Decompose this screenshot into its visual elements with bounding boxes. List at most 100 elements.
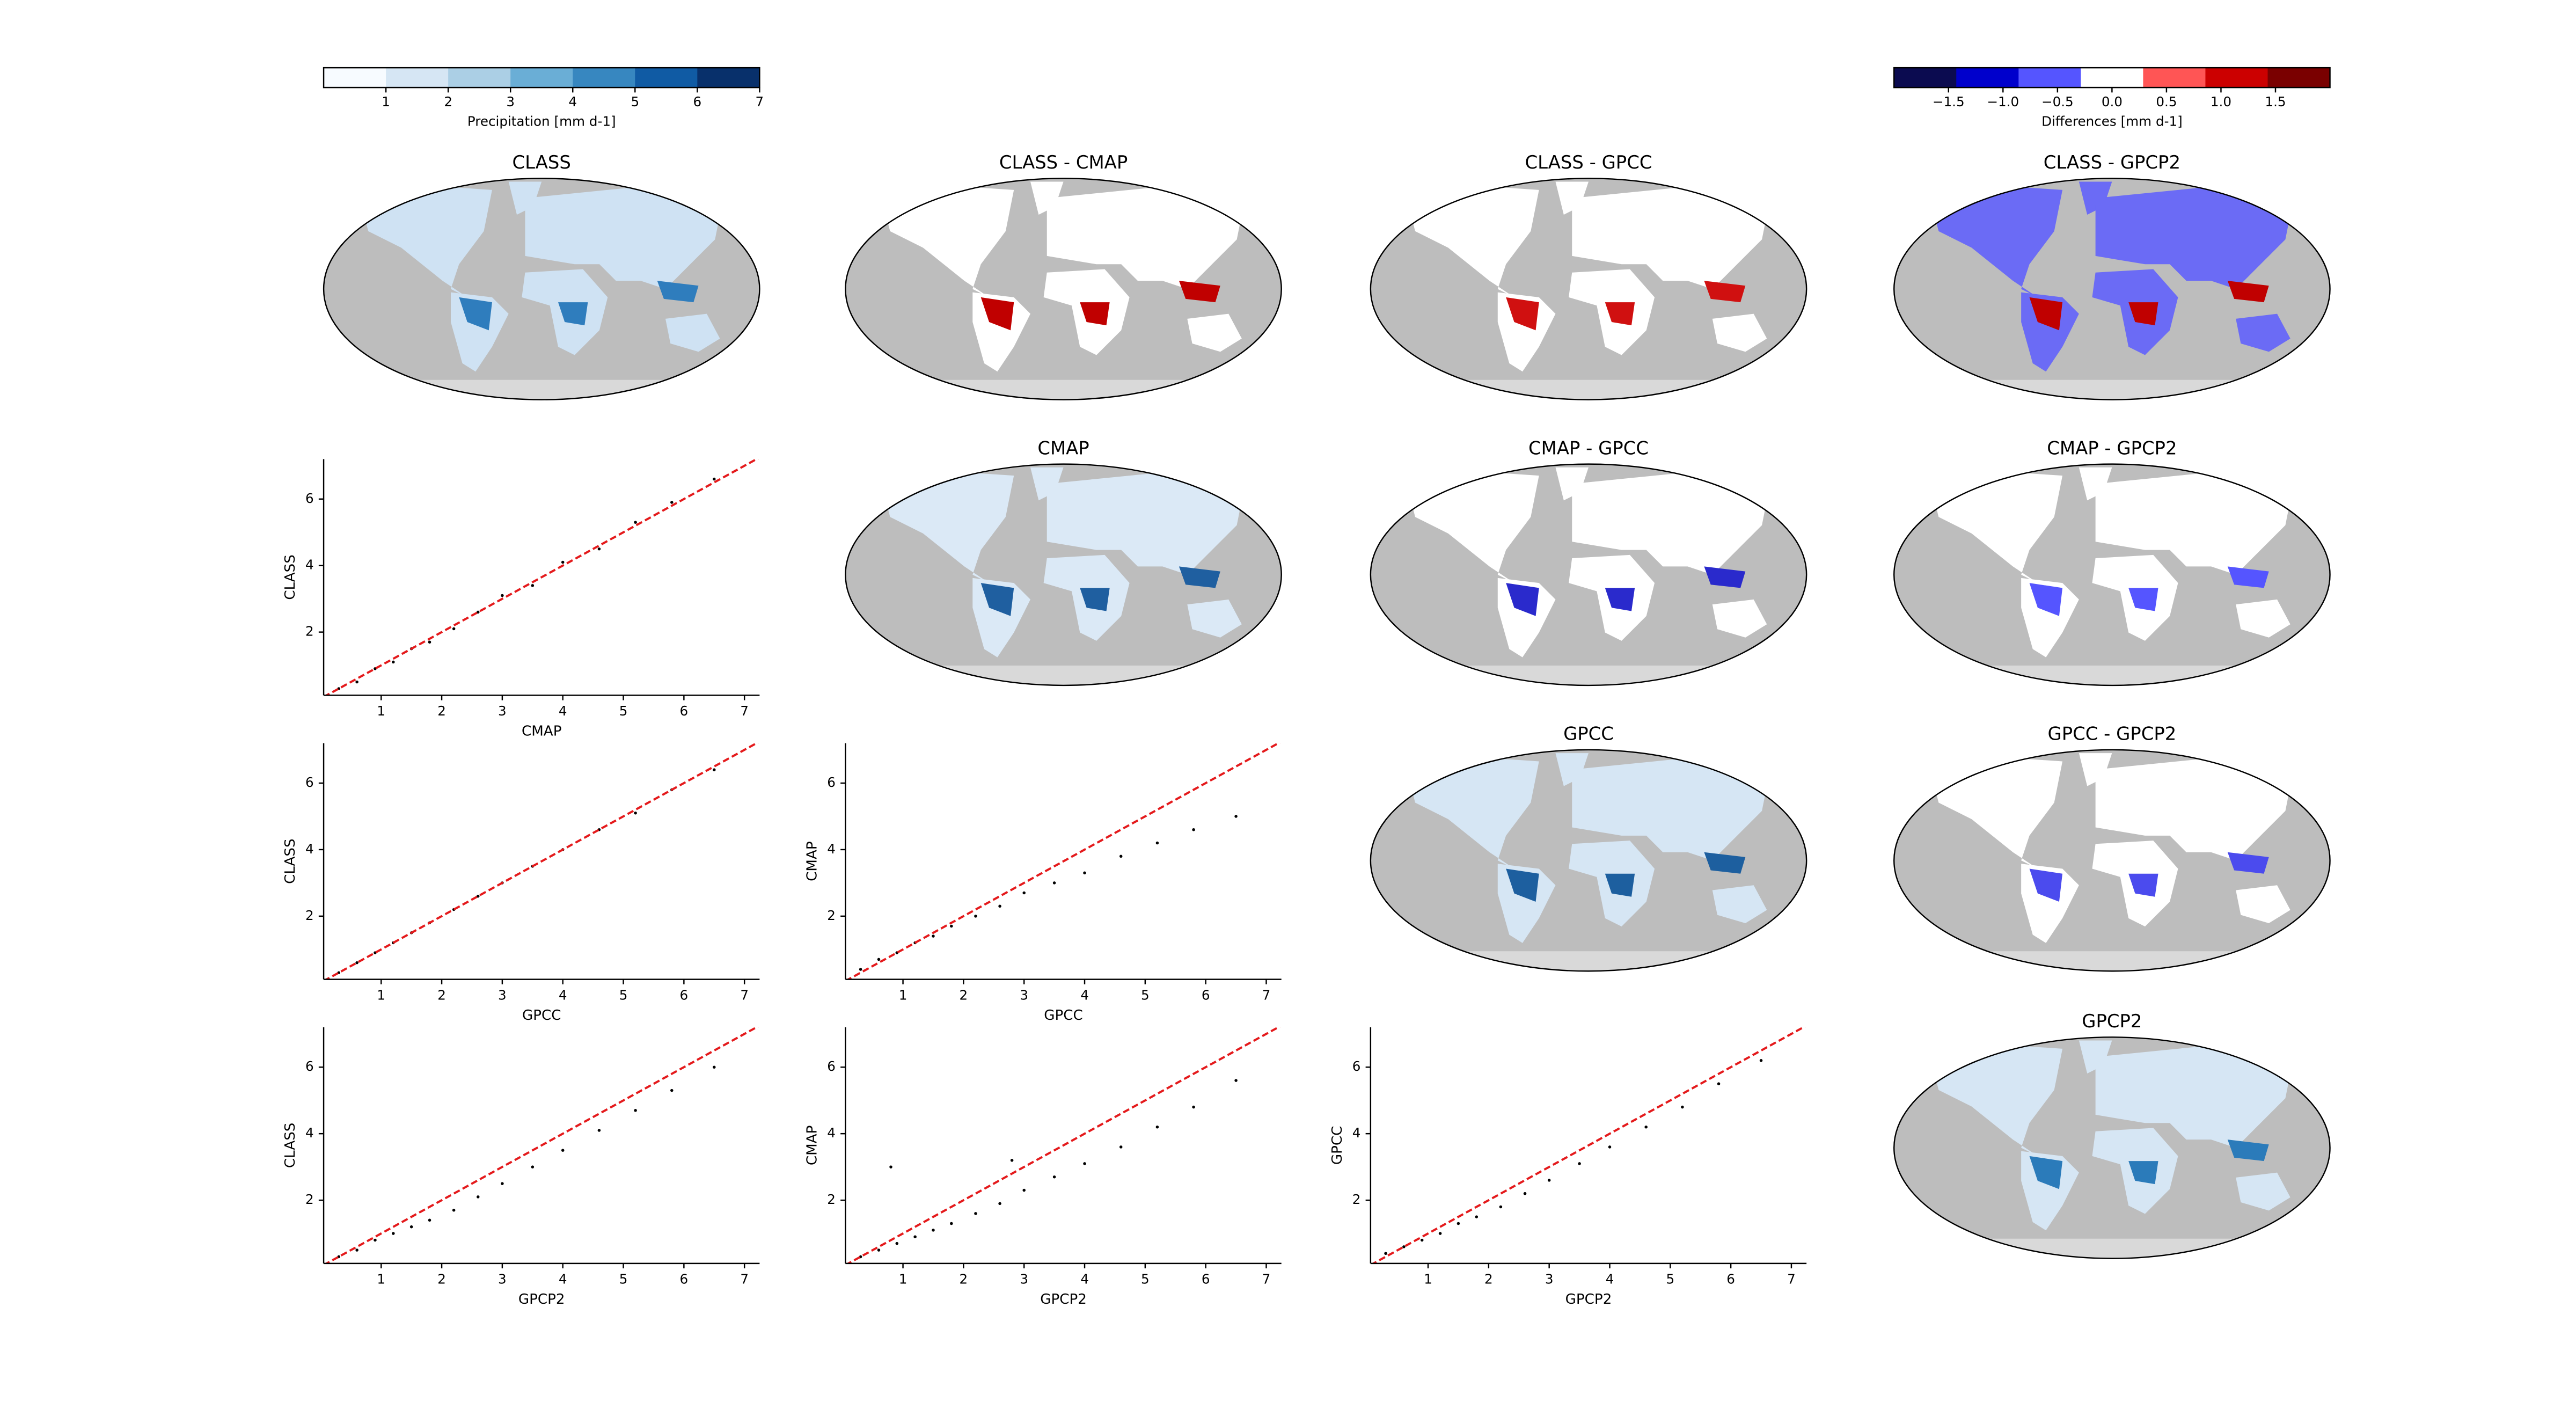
x-tick-label: 1: [377, 987, 385, 1003]
map-border: [1893, 178, 2331, 400]
y-tick-label: 4: [1352, 1125, 1361, 1141]
point: [932, 1229, 935, 1232]
point: [1608, 1145, 1612, 1149]
colorbar-tick-label: −1.0: [1987, 94, 2019, 109]
x-tick-label: 4: [1080, 987, 1089, 1003]
point: [1119, 854, 1123, 858]
antarctica: [1423, 379, 1754, 400]
point: [531, 1165, 535, 1168]
x-tick-label: 1: [1424, 1272, 1432, 1287]
x-tick-label: 2: [1484, 1272, 1493, 1287]
x-tick-label: 2: [437, 1272, 446, 1287]
x-tick-label: 5: [1141, 1272, 1150, 1287]
x-tick-label: 4: [1606, 1272, 1614, 1287]
x-tick-label: 4: [559, 703, 567, 719]
plot-area: [846, 743, 1281, 980]
x-axis-label: GPCP2: [518, 1291, 565, 1308]
x-tick-label: 3: [498, 1272, 507, 1287]
point: [1192, 828, 1195, 831]
colorbar-segment: [2267, 68, 2331, 88]
y-tick-label: 4: [827, 1125, 836, 1141]
point: [932, 934, 935, 938]
colorbar-label: Precipitation [mm d-1]: [467, 114, 616, 129]
x-tick-label: 1: [899, 987, 908, 1003]
identity-line: [324, 743, 759, 980]
y-tick-label: 6: [1352, 1058, 1361, 1074]
map-border: [323, 178, 760, 400]
y-tick-label: 6: [827, 1058, 836, 1074]
y-tick-label: 2: [305, 1192, 314, 1207]
colorbar-tick-label: 1: [382, 94, 390, 109]
point: [974, 915, 977, 918]
y-tick-label: 2: [305, 908, 314, 923]
y-axis-label: CMAP: [804, 841, 820, 881]
point: [670, 501, 674, 504]
point: [355, 1248, 358, 1252]
point: [531, 584, 535, 587]
point: [1234, 815, 1238, 818]
point: [1192, 1105, 1195, 1109]
colorbar-segment: [1894, 68, 1957, 88]
x-tick-label: 6: [1726, 1272, 1735, 1287]
point: [501, 1182, 504, 1185]
colorbar-tick-label: 1.5: [2265, 94, 2286, 109]
map-border: [1370, 749, 1807, 972]
colorbar-segment: [2205, 68, 2268, 88]
colorbar-segment: [635, 68, 698, 88]
y-axis-label: CMAP: [804, 1126, 820, 1165]
colorbar-tick-label: 0.5: [2156, 94, 2177, 109]
x-tick-label: 2: [437, 703, 446, 719]
x-tick-label: 6: [680, 703, 689, 719]
point: [374, 1238, 377, 1242]
x-tick-label: 7: [1787, 1272, 1796, 1287]
y-tick-label: 6: [305, 1058, 314, 1074]
map-border: [1370, 463, 1807, 686]
point: [477, 894, 480, 898]
map-title: CMAP - GPCC: [1528, 437, 1649, 458]
point: [1022, 891, 1026, 895]
map-title: CMAP: [1037, 437, 1089, 458]
colorbar-tick-label: 6: [693, 94, 702, 109]
point: [561, 1149, 565, 1152]
colorbar-segment: [510, 68, 573, 88]
colorbar-segment: [2018, 68, 2081, 88]
point: [1547, 1179, 1551, 1182]
y-tick-label: 6: [305, 491, 314, 506]
x-tick-label: 1: [377, 1272, 385, 1287]
point: [392, 660, 395, 664]
point: [713, 477, 716, 481]
x-tick-label: 4: [1080, 1272, 1089, 1287]
map-border: [1893, 749, 2331, 972]
x-tick-label: 5: [619, 987, 628, 1003]
x-tick-label: 2: [960, 987, 968, 1003]
point: [974, 1212, 977, 1215]
colorbar-segment: [697, 68, 760, 88]
map-title: GPCC - GPCP2: [2048, 724, 2177, 744]
colorbar-tick-label: 3: [506, 94, 515, 109]
plot-area: [1371, 1027, 1806, 1263]
point: [392, 1232, 395, 1235]
point: [713, 768, 716, 771]
map-title: GPCC: [1563, 724, 1614, 744]
map-border: [845, 463, 1282, 686]
antarctica: [1946, 1238, 2278, 1259]
point: [452, 627, 456, 631]
point: [877, 958, 881, 961]
point: [597, 1129, 601, 1132]
x-tick-label: 7: [740, 703, 749, 719]
x-tick-label: 5: [619, 703, 628, 719]
plot-area: [846, 1027, 1281, 1263]
x-tick-label: 1: [377, 703, 385, 719]
x-tick-label: 2: [437, 987, 446, 1003]
colorbar-segment: [2081, 68, 2144, 88]
identity-line: [1371, 1027, 1806, 1263]
antarctica: [1946, 379, 2278, 400]
map-title: CLASS: [513, 152, 571, 173]
point: [1420, 1238, 1424, 1242]
point: [1402, 1245, 1406, 1248]
y-tick-label: 2: [827, 908, 836, 923]
antarctica: [1946, 666, 2278, 685]
point: [1523, 1192, 1527, 1195]
point: [634, 1109, 637, 1112]
point: [1457, 1222, 1460, 1225]
